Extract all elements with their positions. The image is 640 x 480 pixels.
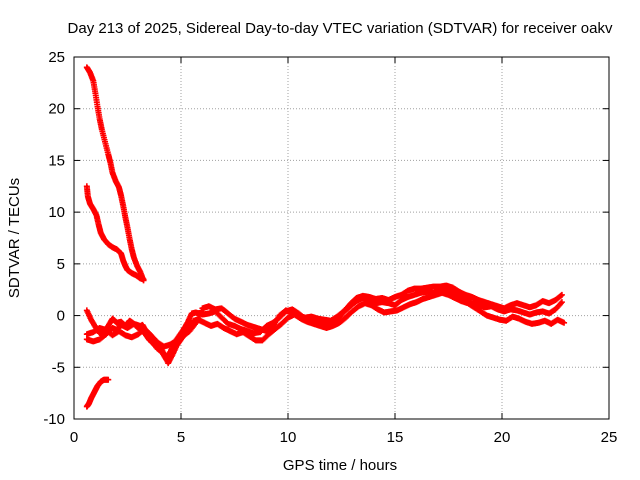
plot-frame xyxy=(73,56,610,420)
series-track-high xyxy=(83,64,147,284)
series-track-low xyxy=(83,376,112,410)
x-tick-label: 5 xyxy=(177,429,185,446)
data-point xyxy=(558,299,565,306)
x-tick-label: 10 xyxy=(280,429,297,446)
x-axis-title: GPS time / hours xyxy=(283,457,397,474)
y-tick-label: 0 xyxy=(57,308,65,325)
chart-title: Day 213 of 2025, Sidereal Day-to-day VTE… xyxy=(68,20,613,37)
y-tick-label: 5 xyxy=(57,256,65,273)
x-tick-label: 0 xyxy=(70,429,78,446)
y-tick-label: -5 xyxy=(52,359,65,376)
data-point xyxy=(140,276,147,283)
y-tick-label: 20 xyxy=(48,101,65,118)
series-track-b xyxy=(83,289,568,367)
data-point xyxy=(557,292,564,299)
y-tick-label: 10 xyxy=(48,204,65,221)
x-tick-label: 15 xyxy=(387,429,404,446)
series-track-c xyxy=(83,282,565,350)
data-point xyxy=(558,291,565,298)
data-point xyxy=(105,376,112,383)
data-point xyxy=(561,319,568,326)
x-tick-label: 20 xyxy=(494,429,511,446)
x-tick-label: 25 xyxy=(601,429,618,446)
y-tick-label: -10 xyxy=(43,411,65,428)
grid xyxy=(74,57,609,419)
y-tick-label: 15 xyxy=(48,152,65,169)
series-track-mid xyxy=(83,183,147,283)
axis-ticks: 0 5 10 15 20 25 -10 -5 0 5 10 15 20 25 xyxy=(43,49,617,446)
y-axis-title: SDTVAR / TECUs xyxy=(6,178,23,298)
y-tick-label: 25 xyxy=(48,49,65,66)
data-series xyxy=(83,64,568,410)
